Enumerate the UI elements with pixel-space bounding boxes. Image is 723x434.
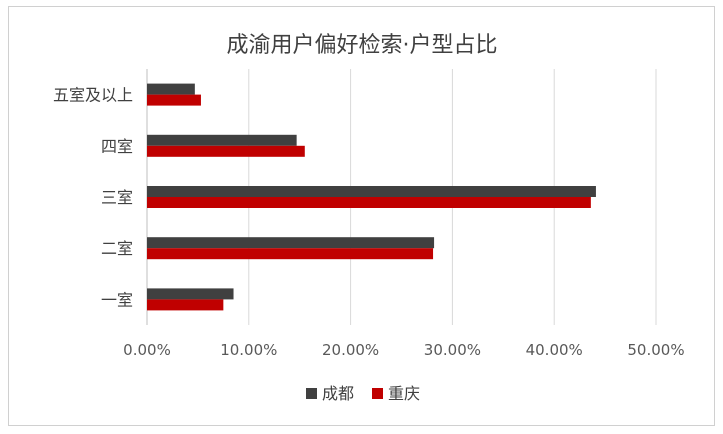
legend-swatch — [372, 388, 383, 399]
chart-frame: 成渝用户偏好检索·户型占比 0.00% 10.00% 20.00% 30.00% 40.… — [8, 6, 715, 426]
bar-chongqing — [147, 145, 305, 157]
bars — [147, 83, 596, 311]
legend: 成都 重庆 — [306, 384, 420, 403]
x-tick-label: 50.00% — [627, 341, 684, 359]
bar-chengdu — [147, 134, 297, 146]
legend-swatch — [306, 388, 317, 399]
x-tick-label: 0.00% — [123, 341, 171, 359]
x-tick-label: 40.00% — [526, 341, 583, 359]
y-category-label: 二室 — [101, 239, 133, 258]
bar-chengdu — [147, 288, 234, 300]
chart-title: 成渝用户偏好检索·户型占比 — [227, 33, 498, 58]
y-category-label: 一室 — [101, 290, 133, 309]
bar-chengdu — [147, 186, 596, 197]
y-category-label: 四室 — [101, 137, 133, 156]
bar-chart: 成渝用户偏好检索·户型占比 0.00% 10.00% 20.00% 30.00% 40.… — [53, 33, 685, 403]
x-tick-label: 30.00% — [424, 341, 481, 359]
bar-chengdu — [147, 237, 435, 249]
x-tick-label: 10.00% — [220, 341, 277, 359]
bar-chongqing — [147, 197, 591, 208]
legend-label: 成都 — [322, 384, 354, 403]
bar-chongqing — [147, 248, 434, 260]
y-category-label: 五室及以上 — [53, 86, 133, 105]
bar-chengdu — [147, 83, 195, 95]
y-axis-categories: 一室 二室 三室 四室 五室及以上 — [53, 86, 133, 310]
bar-chongqing — [147, 94, 201, 106]
y-category-label: 三室 — [101, 188, 133, 207]
x-tick-label: 20.00% — [322, 341, 379, 359]
legend-label: 重庆 — [388, 384, 420, 403]
x-axis-ticks: 0.00% 10.00% 20.00% 30.00% 40.00% 50.00% — [123, 341, 684, 359]
bar-chongqing — [147, 299, 224, 311]
